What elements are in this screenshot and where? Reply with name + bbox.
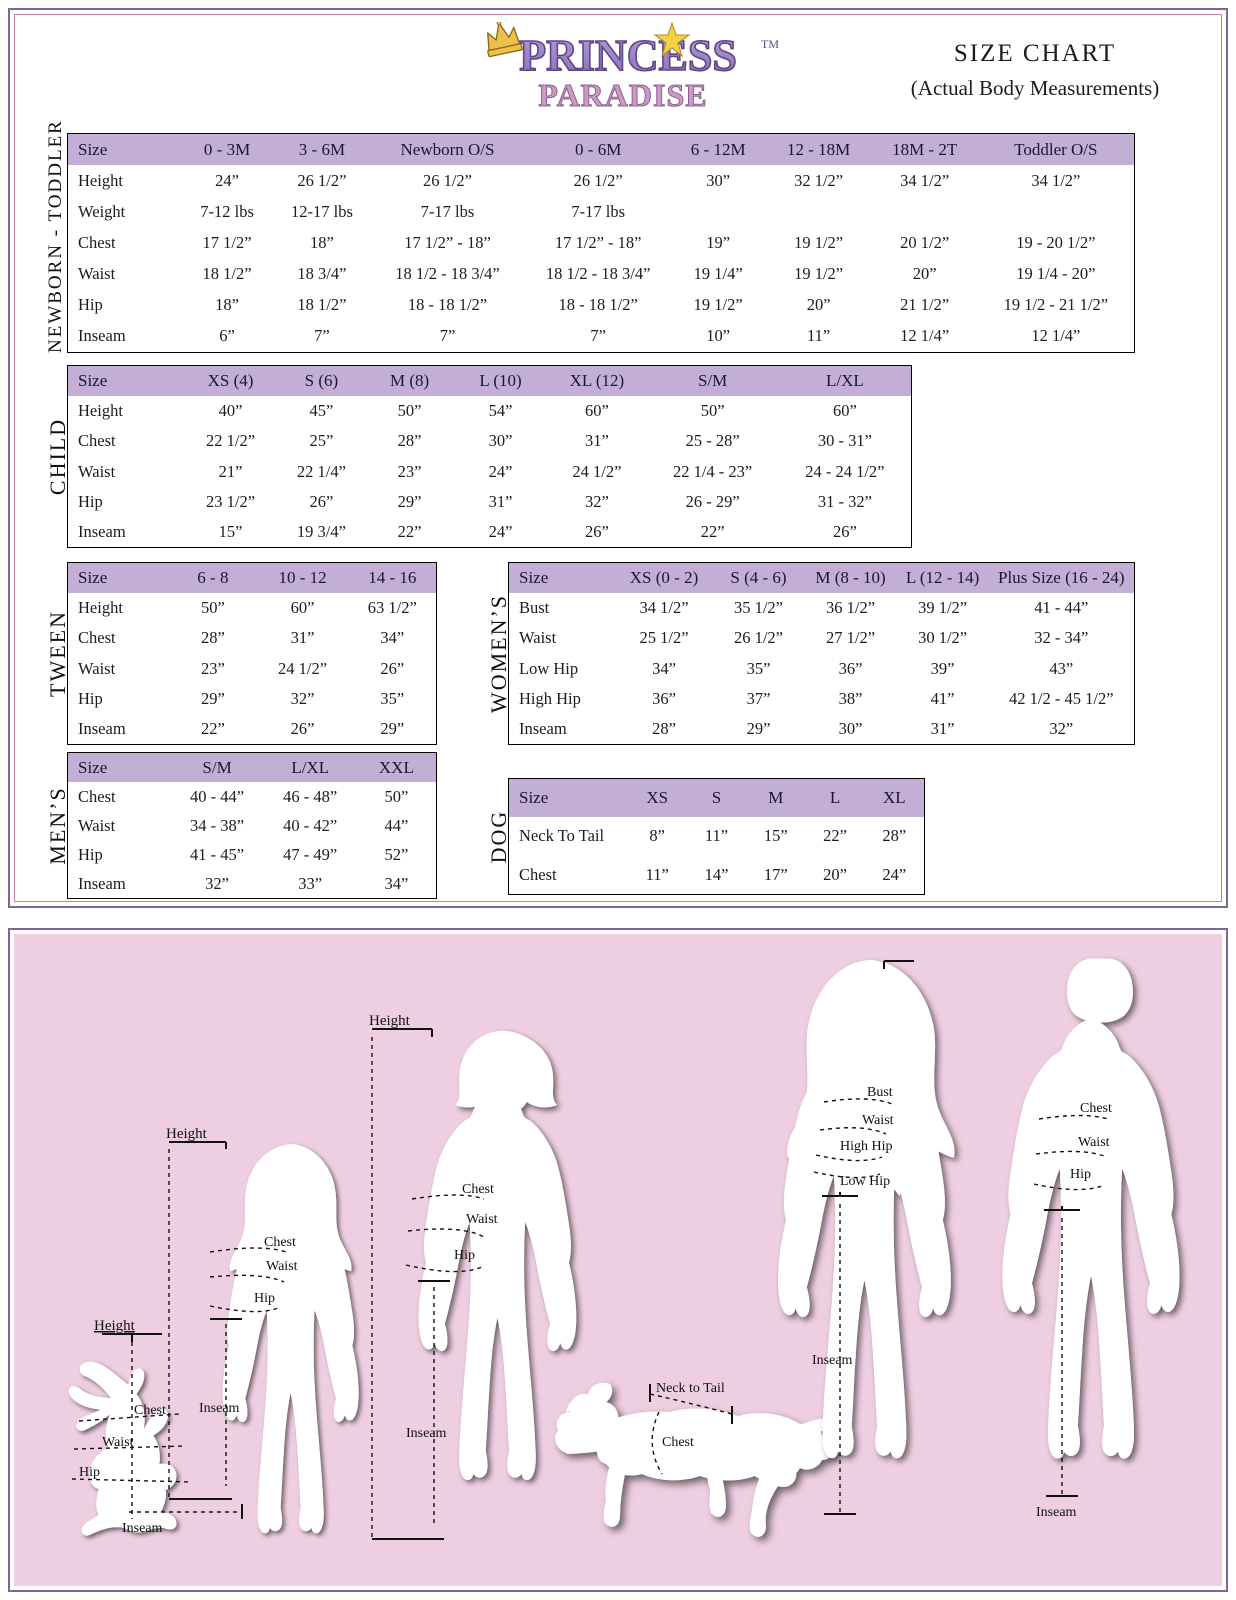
svg-text:Waist: Waist [102, 1435, 134, 1450]
svg-text:Hip: Hip [1070, 1167, 1091, 1182]
svg-text:Chest: Chest [264, 1235, 296, 1250]
svg-text:Chest: Chest [134, 1403, 166, 1418]
svg-text:Inseam: Inseam [812, 1353, 853, 1368]
svg-text:Height: Height [166, 1126, 208, 1142]
svg-text:PRINCESS: PRINCESS [519, 31, 737, 80]
svg-text:Hip: Hip [79, 1465, 100, 1480]
svg-text:Inseam: Inseam [122, 1521, 163, 1536]
svg-text:Height: Height [94, 1318, 136, 1334]
svg-text:Inseam: Inseam [199, 1401, 240, 1416]
svg-text:Chest: Chest [462, 1182, 494, 1197]
svg-text:Low Hip: Low Hip [840, 1174, 890, 1189]
svg-text:High Hip: High Hip [840, 1139, 893, 1154]
svg-text:TM: TM [761, 37, 779, 51]
svg-text:Chest: Chest [662, 1435, 694, 1450]
svg-text:Height: Height [369, 1013, 411, 1029]
svg-text:Waist: Waist [1078, 1135, 1110, 1150]
svg-text:Waist: Waist [862, 1113, 894, 1128]
svg-text:Inseam: Inseam [406, 1426, 447, 1441]
svg-text:Neck to Tail: Neck to Tail [656, 1381, 725, 1396]
svg-text:Hip: Hip [454, 1248, 475, 1263]
svg-text:Waist: Waist [466, 1212, 498, 1227]
svg-text:Inseam: Inseam [1036, 1505, 1077, 1520]
svg-text:PARADISE: PARADISE [538, 77, 707, 113]
svg-text:Hip: Hip [254, 1291, 275, 1306]
svg-text:Chest: Chest [1080, 1101, 1112, 1116]
svg-text:Bust: Bust [867, 1085, 893, 1100]
svg-text:Waist: Waist [266, 1259, 298, 1274]
